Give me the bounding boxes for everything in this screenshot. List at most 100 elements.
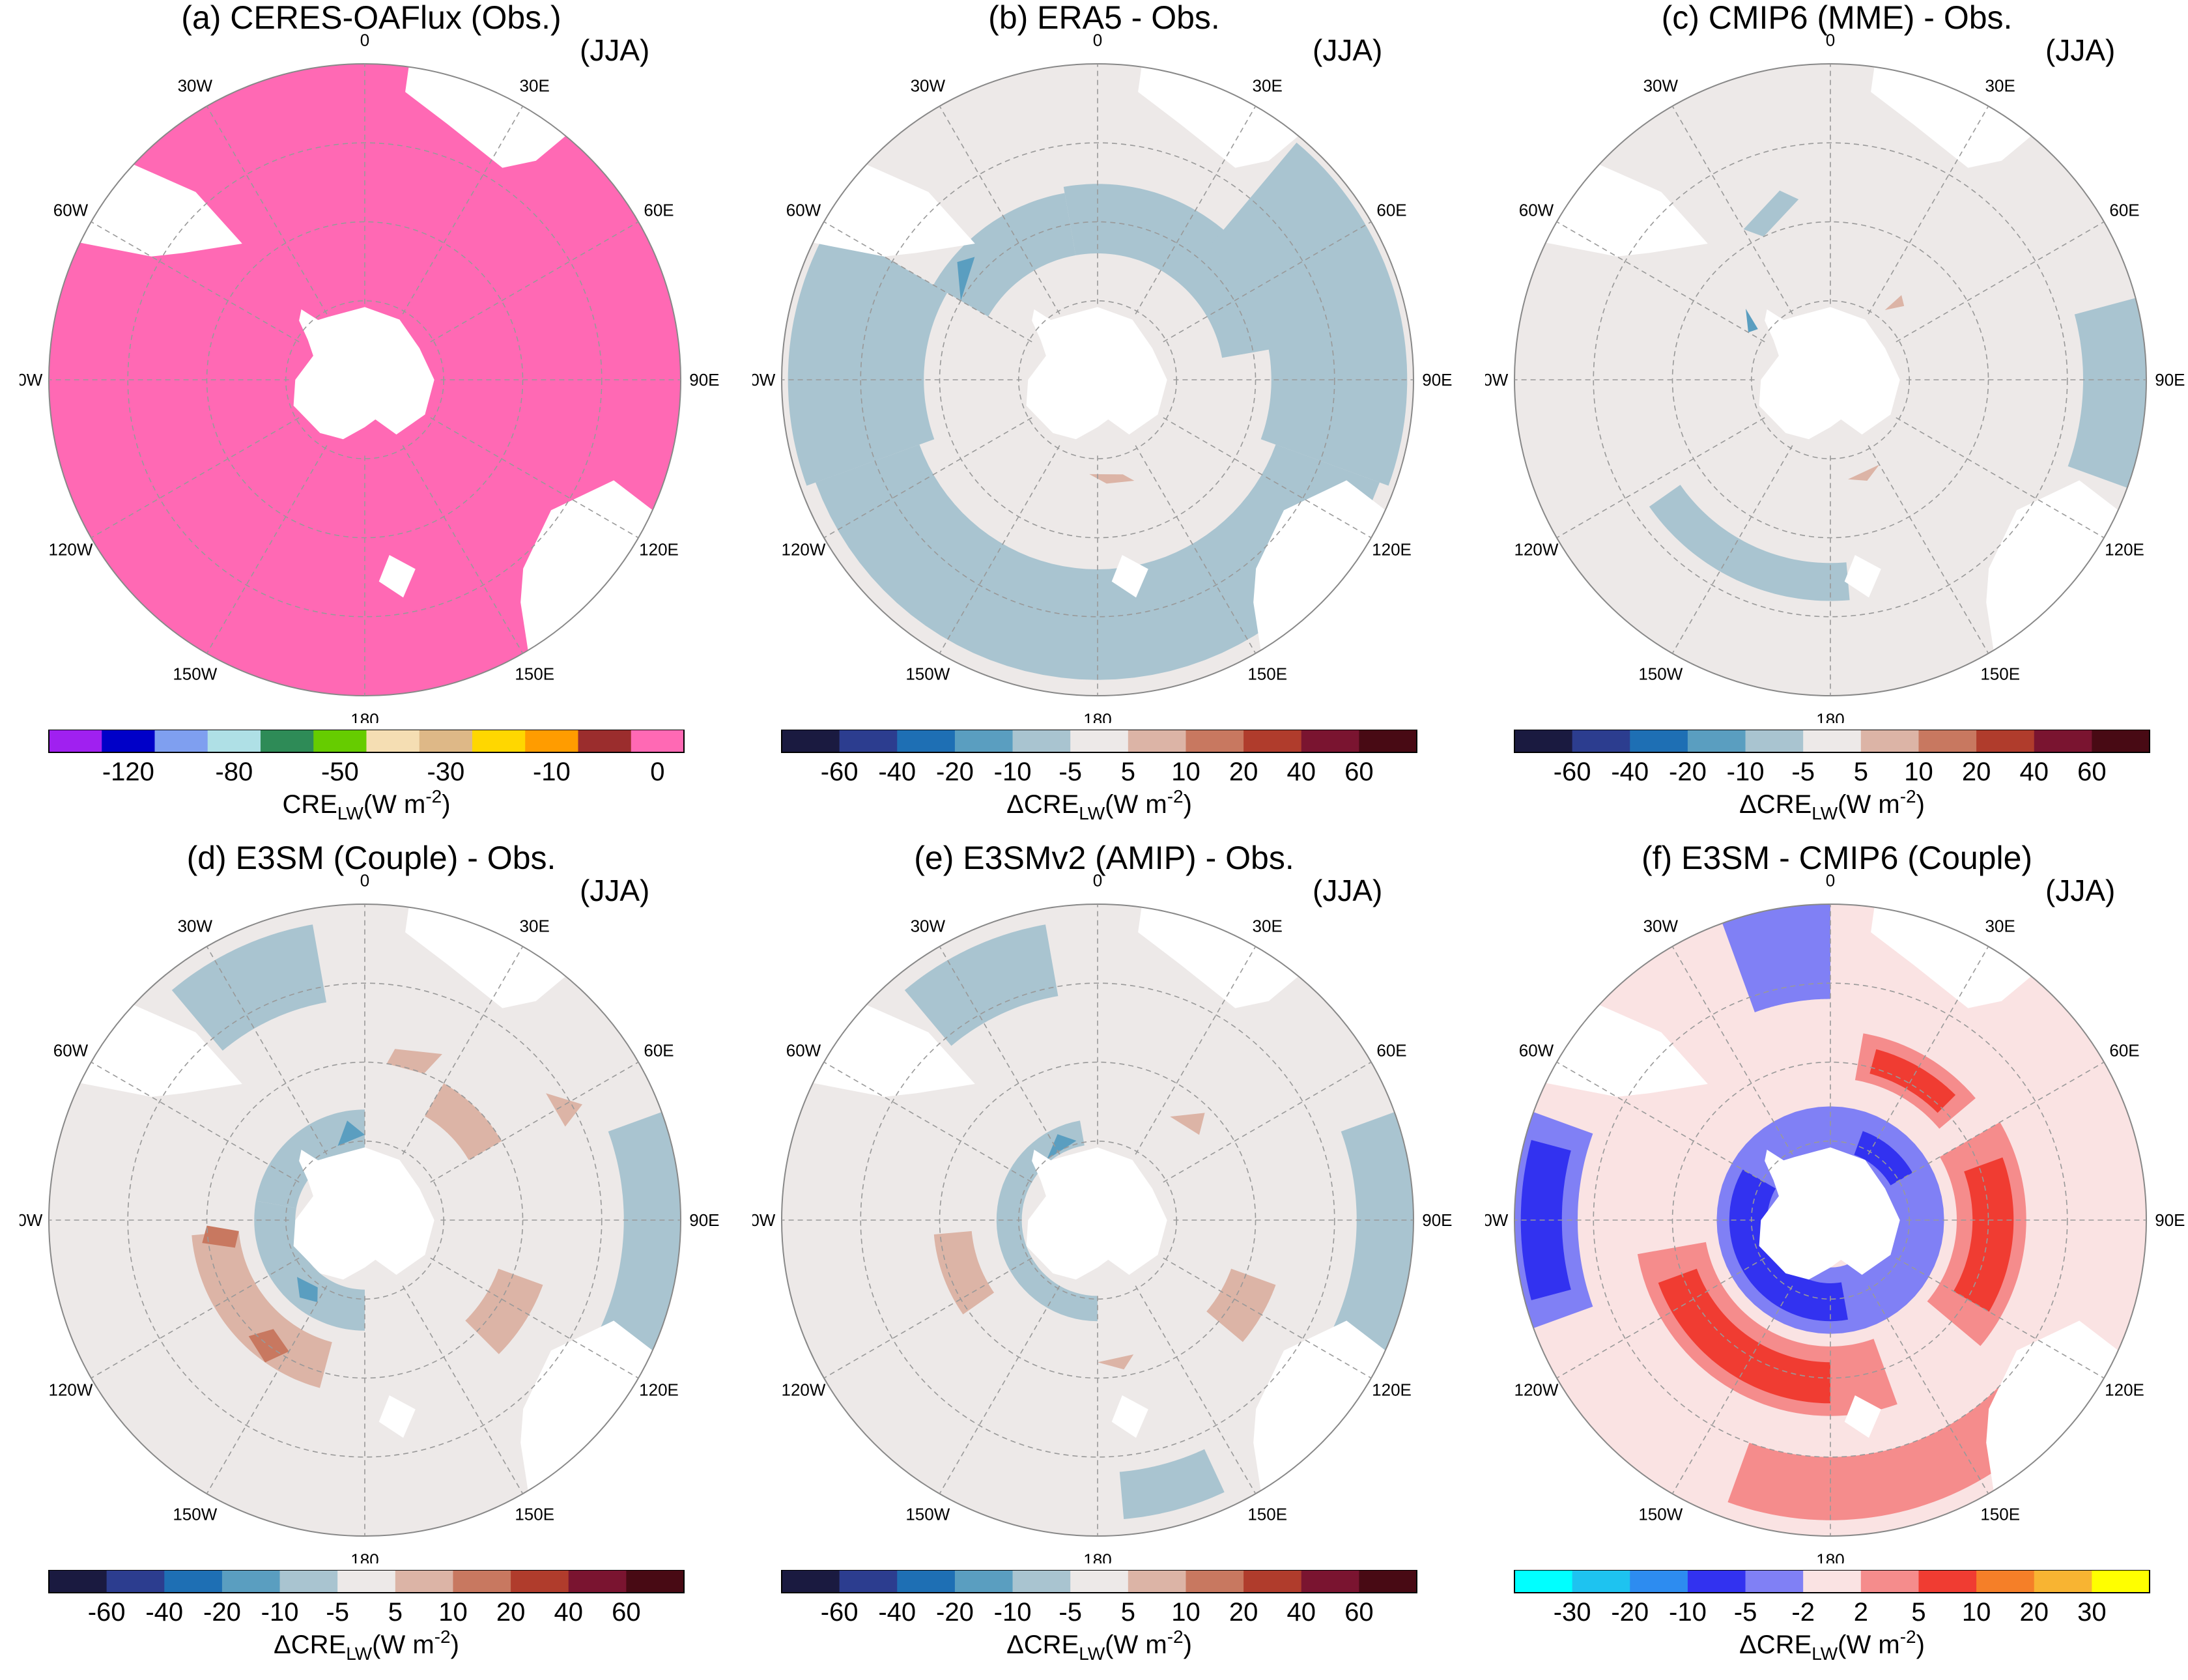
colorbar-label: ΔCRELW(W m-2) <box>1739 786 1925 823</box>
longitude-label: 60W <box>53 1040 89 1060</box>
longitude-label: 90E <box>689 370 719 390</box>
colorbar-frame <box>48 1570 685 1593</box>
colorbar-swatch <box>472 730 526 752</box>
colorbar-label-main: CRE <box>282 790 337 819</box>
longitude-label: 30E <box>520 916 550 935</box>
colorbar-tick-label: 20 <box>1962 758 1991 786</box>
longitude-label: 30W <box>911 916 946 935</box>
anomaly-region <box>1743 190 1799 237</box>
colorbar-swatch <box>1301 730 1359 752</box>
colorbar-label-subscript: LW <box>1079 803 1105 823</box>
longitude-label: 0 <box>1093 871 1102 890</box>
longitude-label: 90W <box>752 1210 776 1230</box>
colorbar-swatch <box>106 1570 165 1593</box>
colorbar-tick-label: 20 <box>2019 1598 2049 1627</box>
colorbar-label-main: ΔCRE <box>1006 1630 1079 1659</box>
antarctica-landmass <box>293 307 434 440</box>
colorbar-swatch <box>453 1570 511 1593</box>
colorbar-swatch <box>1128 730 1186 752</box>
colorbar-swatch <box>2034 1570 2092 1593</box>
colorbar-label-close: ) <box>1916 790 1925 819</box>
latitude-circle <box>860 982 1335 1458</box>
latitude-circle <box>127 982 603 1458</box>
colorbar-swatch <box>1745 730 1804 752</box>
anomaly-region <box>1729 1169 1848 1322</box>
colorbar-swatch <box>337 1570 396 1593</box>
longitude-label: 90W <box>1485 1210 1509 1230</box>
longitude-label: 180 <box>1083 709 1111 723</box>
longitude-label: 30E <box>1985 916 2015 935</box>
anomaly-region <box>465 1268 543 1354</box>
colorbar-label-close: ) <box>1916 1630 1925 1659</box>
colorbar-label-subscript: LW <box>1811 1644 1838 1664</box>
colorbar-swatch <box>1918 1570 1977 1593</box>
longitude-line <box>1163 1061 1372 1183</box>
colorbar-tick-label: 5 <box>1854 758 1868 786</box>
colorbar-tick-label: -10 <box>533 758 571 786</box>
australia-landmass <box>1986 480 2131 667</box>
colorbar-swatch <box>1012 730 1071 752</box>
colorbar-swatch <box>154 730 208 752</box>
map-fill <box>1514 904 2146 1536</box>
anomaly-region <box>996 1120 1098 1322</box>
season-label: (JJA) <box>580 874 650 907</box>
longitude-label: 90E <box>1422 370 1452 390</box>
colorbar-tick-label: 20 <box>1229 1598 1258 1627</box>
panel-title: (f) E3SM - CMIP6 (Couple) <box>1641 840 2033 876</box>
colorbar-swatch <box>1012 1570 1071 1593</box>
australia-landmass <box>1986 1320 2131 1507</box>
colorbar-tick-label: 0 <box>650 758 664 786</box>
map-fill <box>49 904 681 1536</box>
longitude-label: 180 <box>350 709 378 723</box>
longitude-label: 150E <box>515 664 554 684</box>
anomaly-region <box>386 1049 442 1074</box>
anomaly-region <box>1954 1157 2014 1312</box>
australia-landmass <box>1253 1320 1399 1507</box>
longitude-line <box>206 106 328 315</box>
colorbar-label-main: ΔCRE <box>274 1630 346 1659</box>
africa-landmass <box>1871 904 2044 1008</box>
longitude-line <box>1896 1257 2105 1379</box>
colorbar-swatch <box>1918 730 1977 752</box>
colorbar-tick-label: -5 <box>1791 758 1815 786</box>
colorbar-tick-label: 60 <box>612 1598 641 1627</box>
longitude-line <box>91 1061 300 1183</box>
graticule <box>782 64 1414 696</box>
longitude-label: 120W <box>1514 540 1559 560</box>
anomaly-region <box>337 1120 365 1146</box>
longitude-line <box>1896 417 2105 539</box>
anomaly-region <box>1209 142 1408 486</box>
colorbar-tick-label: 40 <box>1286 758 1316 786</box>
colorbar-swatch <box>366 730 420 752</box>
longitude-label: 120W <box>1514 1380 1559 1400</box>
colorbar-swatch <box>102 730 155 752</box>
longitude-line <box>939 445 1060 654</box>
longitude-label: 90W <box>752 370 776 390</box>
colorbar-swatch <box>1860 1570 1919 1593</box>
colorbar-tick-label: -10 <box>994 758 1032 786</box>
colorbar-swatch <box>782 730 840 752</box>
longitude-label: 120E <box>2105 540 2144 560</box>
longitude-line <box>1868 946 1989 1155</box>
anomaly-region <box>933 1231 995 1315</box>
colorbar-tick-label: 60 <box>1344 758 1374 786</box>
longitude-label: 150E <box>1980 1505 2020 1524</box>
longitude-line <box>91 1257 300 1379</box>
latitude-circle <box>1593 982 2068 1458</box>
anomaly-region <box>1206 1268 1276 1343</box>
colorbar-swatch <box>1514 730 1573 752</box>
australia-landmass <box>520 1320 666 1507</box>
anomaly-region <box>1332 1112 1414 1354</box>
antarctica-landmass <box>1026 307 1167 440</box>
colorbar-tick-label: 40 <box>2019 758 2049 786</box>
colorbar-label-exponent: -2 <box>1167 786 1184 806</box>
longitude-line <box>823 221 1032 343</box>
longitude-label: 0 <box>1093 31 1102 50</box>
colorbar-swatch <box>1359 730 1417 752</box>
anomaly-region <box>957 257 975 301</box>
anomaly-region <box>904 924 1058 1046</box>
colorbar-swatch <box>1745 1570 1804 1593</box>
longitude-label: 120W <box>782 1380 826 1400</box>
colorbar-swatch <box>1128 1570 1186 1593</box>
anomaly-region <box>1649 485 1850 601</box>
